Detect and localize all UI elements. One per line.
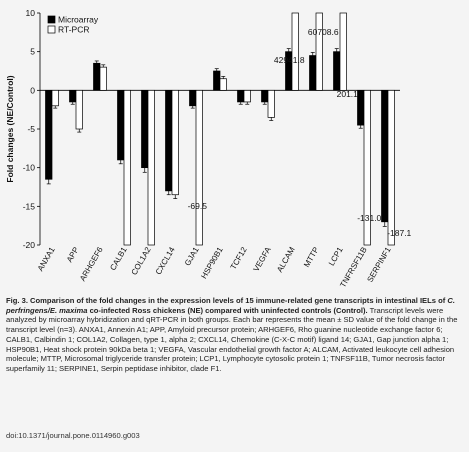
y-tick-label: -15 (23, 201, 36, 211)
x-tick-label-tcf12: TCF12 (229, 245, 249, 271)
bar-microarray-hsp90b1 (213, 70, 221, 91)
bar-microarray-gja1 (189, 89, 197, 107)
bar-rt-pcr-app (75, 89, 83, 130)
value-label-mttp: 60708.6 (308, 27, 339, 37)
bar-rt-pcr-lcp1 (339, 12, 347, 91)
bar-microarray-col1a2 (141, 89, 149, 169)
doi-label: doi:10.1371/journal.pone.0114960.g003 (6, 431, 140, 440)
bar-microarray-tcf12 (237, 89, 245, 103)
x-tick-label-mttp: MTTP (302, 246, 321, 269)
bar-rt-pcr-anxa1 (51, 89, 59, 107)
x-tick-label-hsp90b1: HSP90B1 (199, 245, 225, 280)
bar-microarray-cxcl14 (165, 89, 173, 192)
bar-rt-pcr-serpinf1 (387, 89, 395, 246)
bar-microarray-lcp1 (333, 51, 341, 91)
bar-rt-pcr-hsp90b1 (219, 78, 227, 91)
caption-body: Transcript levels were analyzed by micro… (6, 305, 458, 373)
x-tick-label-cxcl14: CXCL14 (154, 245, 177, 276)
bar-microarray-arhgef6 (93, 62, 101, 91)
bar-rt-pcr-tcf12 (243, 89, 251, 103)
x-tick-label-alcam: ALCAM (275, 245, 297, 274)
figure-caption: Fig. 3. Comparison of the fold changes i… (6, 296, 463, 374)
x-tick-label-serpinf1: SERPINF1 (365, 245, 393, 284)
x-tick-label-gja1: GJA1 (183, 245, 201, 267)
bar-rt-pcr-alcam (291, 12, 299, 91)
bar-chart: -20 -15 -10 -5 0 5 10 Fold changes (NE/Control)… (5, 8, 412, 289)
y-tick-label: -10 (23, 163, 36, 173)
bar-microarray-vegfa (261, 89, 269, 103)
value-label-alcam: 42941.8 (274, 55, 305, 65)
legend-label-microarray: Microarray (58, 15, 99, 25)
bar-rt-pcr-calb1 (123, 89, 131, 246)
bar-microarray-anxa1 (45, 89, 53, 180)
bar-microarray-mttp (309, 55, 317, 91)
bar-microarray-app (69, 89, 77, 103)
y-tick-label: 0 (30, 85, 35, 95)
y-tick-label: 10 (26, 8, 36, 18)
bar-microarray-calb1 (117, 89, 125, 161)
caption-title-part2: co-infected Ross chickens (NE) compared … (87, 305, 368, 315)
caption-title-organisms: C. perfringens/E. maxima (6, 296, 455, 315)
y-tick-label: -20 (23, 240, 36, 250)
x-tick-label-lcp1: LCP1 (327, 245, 345, 267)
caption-title-part1: Fig. 3. Comparison of the fold changes i… (6, 296, 448, 305)
value-label-tnfrsf11b: -131.0 (357, 213, 381, 223)
legend-swatch-microarray (47, 15, 56, 24)
bar-rt-pcr-gja1 (195, 89, 203, 246)
bar-rt-pcr-col1a2 (147, 89, 155, 246)
x-tick-label-app: APP (65, 246, 81, 264)
value-label-gja1: -69.5 (188, 201, 208, 211)
bar-rt-pcr-tnfrsf11b (363, 89, 371, 246)
x-tick-label-calb1: CALB1 (108, 245, 129, 272)
legend-swatch-rt-pcr (47, 25, 56, 34)
x-tick-label-arhgef6: ARHGEF6 (78, 245, 105, 283)
bar-microarray-tnfrsf11b (357, 89, 365, 126)
x-tick-label-col1a2: COL1A2 (130, 245, 153, 277)
bar-rt-pcr-mttp (315, 12, 323, 91)
x-tick-label-vegfa: VEGFA (252, 245, 273, 273)
bar-rt-pcr-vegfa (267, 89, 275, 118)
bar-microarray-serpinf1 (381, 89, 389, 223)
value-label-lcp1: 201.1 (337, 89, 359, 99)
y-tick-label: 5 (30, 47, 35, 57)
y-tick-label: -5 (27, 124, 35, 134)
y-axis-label: Fold changes (NE/Control) (5, 75, 15, 182)
value-label-serpinf1: -187.1 (387, 228, 411, 238)
legend-label-rt-pcr: RT-PCR (58, 25, 90, 35)
bar-rt-pcr-arhgef6 (99, 66, 107, 91)
bar-rt-pcr-cxcl14 (171, 89, 179, 196)
x-tick-label-anxa1: ANXA1 (36, 245, 57, 273)
